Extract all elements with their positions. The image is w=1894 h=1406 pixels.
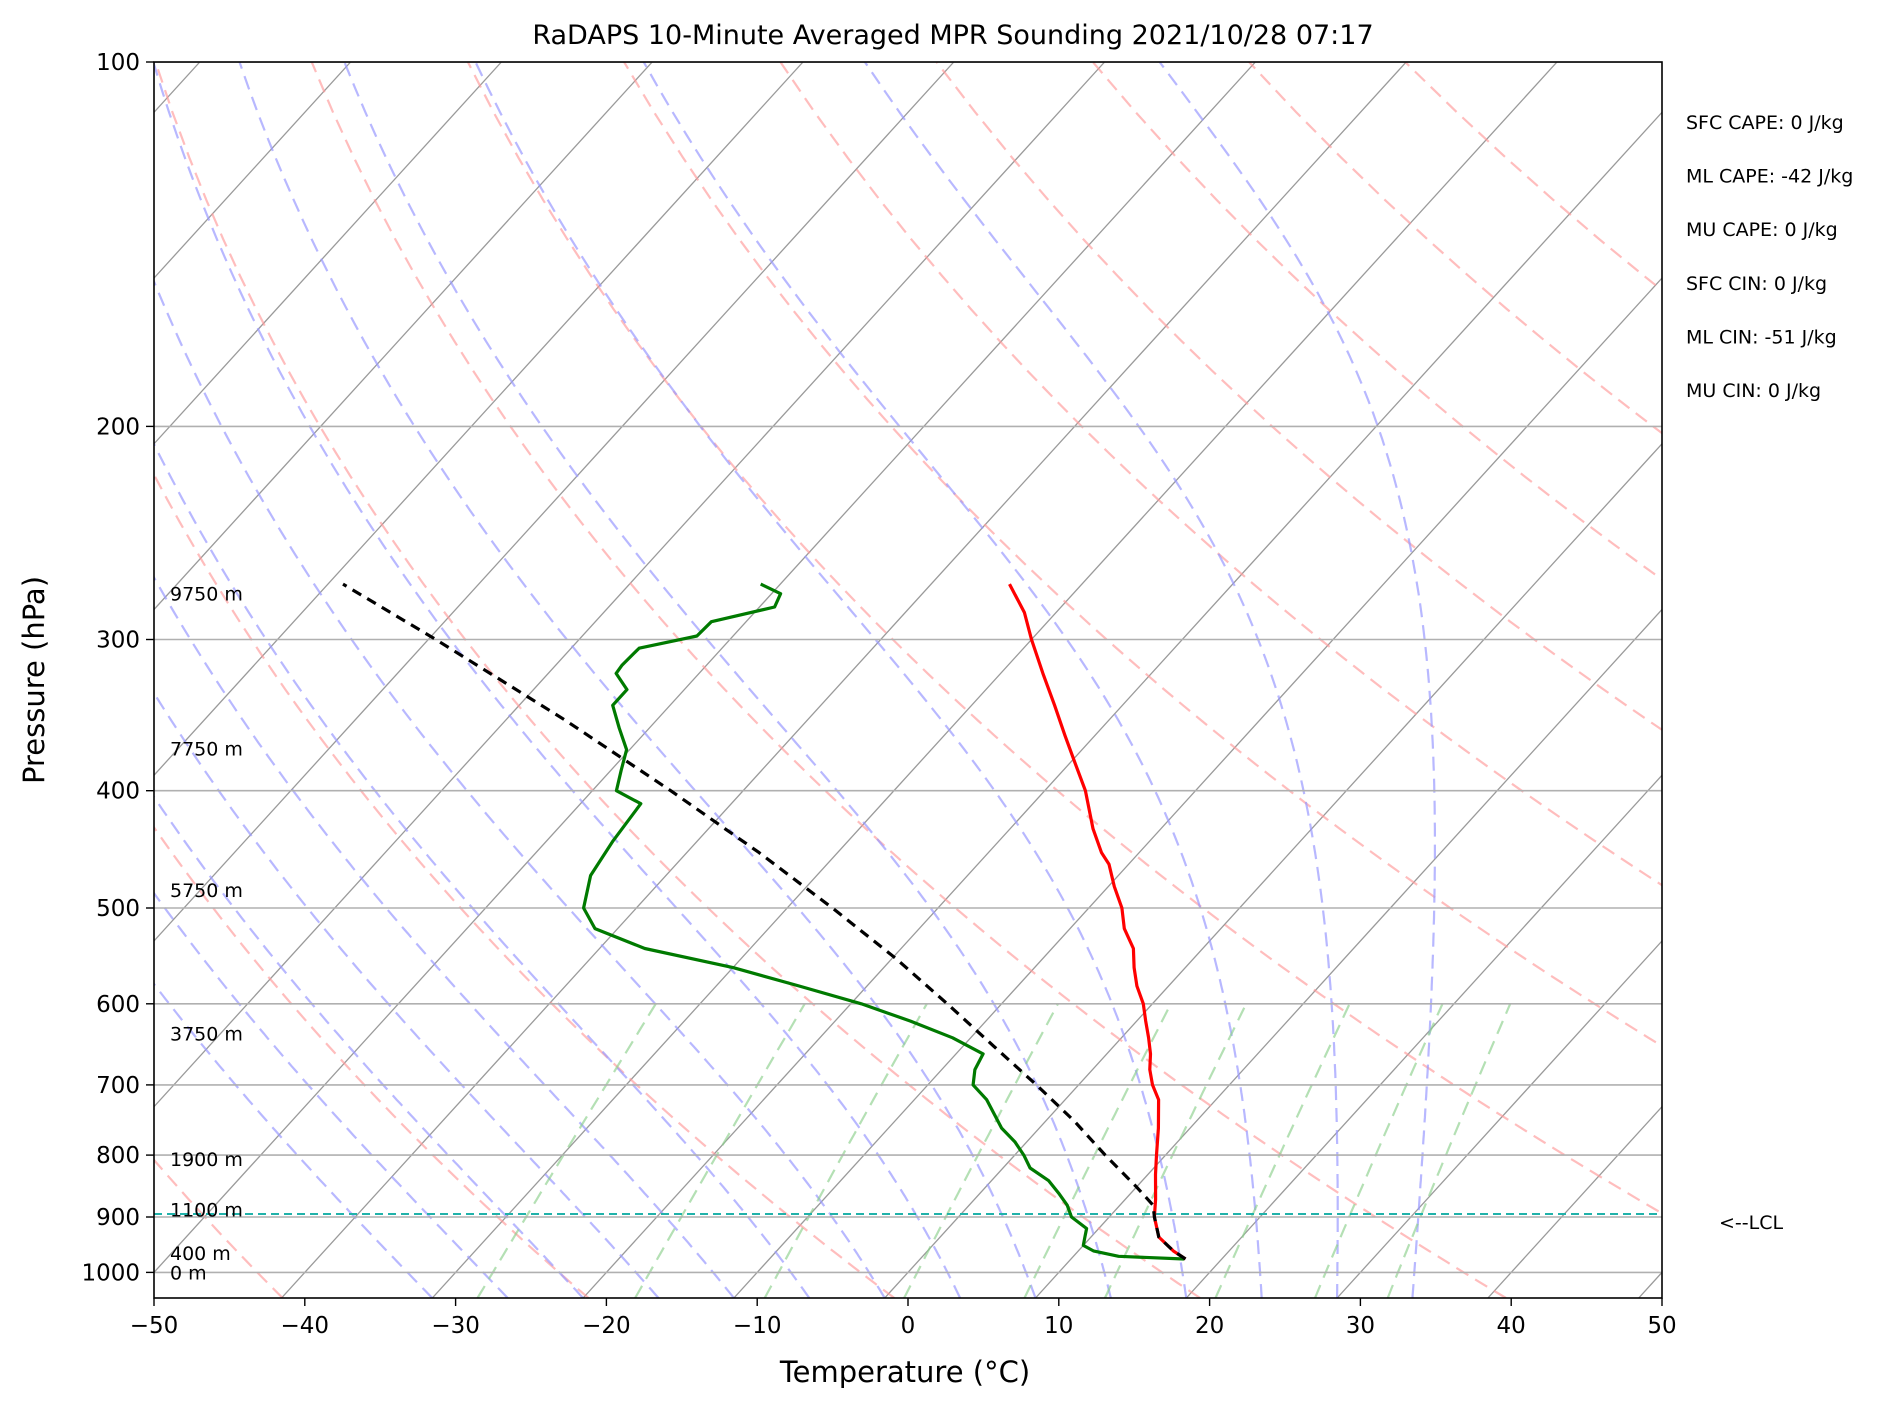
- moist-adiabat-line: [154, 441, 811, 1298]
- height-labels: 9750 m 7750 m 5750 m 3750 m 1900 m 1100 m 400 …: [170, 584, 243, 1285]
- x-tick-label: −10: [733, 1313, 782, 1339]
- y-tick-label: 300: [96, 628, 140, 654]
- temperature-series-line: [1008, 583, 1187, 1261]
- height-label: 0 m: [170, 1262, 207, 1284]
- height-label: 400 m: [170, 1243, 231, 1265]
- mixing-ratio-line: [1023, 1003, 1172, 1298]
- background-lines: [154, 62, 1662, 1298]
- moist-adiabat-line: [154, 795, 584, 1298]
- dry-adiabat-line: [154, 62, 1201, 1298]
- height-label: 7750 m: [170, 738, 243, 760]
- isotherm-line: [1336, 939, 1662, 1298]
- moist-adiabat-line: [642, 62, 1263, 1298]
- mixing-ratio-line: [1386, 1003, 1512, 1298]
- y-tick-label: 600: [96, 992, 140, 1018]
- x-tick-label: 30: [1346, 1313, 1375, 1339]
- mixing-ratio-line: [476, 1003, 657, 1298]
- height-label: 1100 m: [170, 1199, 243, 1221]
- x-axis-ticks: −50 −40 −30 −20 −10 0 10 20 30 40 50: [130, 1298, 1677, 1339]
- parcel-series-line: [342, 582, 1187, 1261]
- stability-index-label: SFC CAPE: 0 J/kg: [1686, 112, 1844, 134]
- x-tick-label: −50: [130, 1313, 179, 1339]
- isotherm-line: [431, 62, 1558, 1298]
- chart-title: RaDAPS 10-Minute Averaged MPR Sounding 2…: [532, 20, 1373, 51]
- mixing-ratio-line: [763, 1003, 928, 1298]
- pressure-gridlines: [154, 62, 1662, 1274]
- moist-adiabat-line: [154, 278, 886, 1298]
- moist-adiabat-line: [154, 891, 509, 1298]
- dry-adiabat-line: [154, 472, 895, 1298]
- y-tick-label: 200: [96, 414, 140, 440]
- y-tick-label: 400: [96, 779, 140, 805]
- dry-adiabat-line: [779, 62, 1662, 887]
- moist-adiabat-line: [863, 62, 1339, 1298]
- height-label: 5750 m: [170, 880, 243, 902]
- isotherm-line: [154, 62, 502, 445]
- sounding-series: [342, 582, 1187, 1261]
- y-tick-label: 500: [96, 896, 140, 922]
- mixing-ratio-line: [1313, 1003, 1444, 1298]
- isotherm-line: [154, 62, 1106, 1108]
- height-label: 3750 m: [170, 1024, 243, 1046]
- x-tick-label: 10: [1044, 1313, 1073, 1339]
- dry-adiabat-line: [310, 62, 1507, 1298]
- moist-adiabat-line: [154, 575, 735, 1298]
- mixing-ratio-line: [1214, 1003, 1351, 1298]
- x-tick-label: 20: [1195, 1313, 1224, 1339]
- mixing-ratio-line: [1103, 1003, 1248, 1298]
- y-tick-label: 100: [96, 50, 140, 76]
- isotherm-line: [733, 277, 1662, 1298]
- dry-adiabat-line: [154, 825, 590, 1298]
- y-tick-label: 800: [96, 1143, 140, 1169]
- isotherm-line: [154, 62, 653, 611]
- isotherm-line: [154, 62, 804, 777]
- y-tick-label: 1000: [81, 1260, 140, 1286]
- mixing-ratio-line: [903, 1003, 1059, 1298]
- x-axis-label: Temperature (°C): [779, 1355, 1030, 1389]
- y-axis-label: Pressure (hPa): [17, 576, 51, 784]
- isotherm-line: [154, 62, 1256, 1274]
- y-tick-label: 700: [96, 1073, 140, 1099]
- moist-adiabat-line: [238, 62, 1037, 1298]
- x-tick-label: −30: [431, 1313, 480, 1339]
- isotherm-line: [154, 62, 352, 280]
- dry-adiabat-line: [466, 62, 1662, 1215]
- dry-adiabat-line: [935, 62, 1662, 732]
- moist-adiabat-line: [343, 62, 1112, 1298]
- height-label: 1900 m: [170, 1149, 243, 1171]
- mixing-ratio-line: [634, 1003, 806, 1298]
- stability-index-label: ML CIN: -51 J/kg: [1686, 326, 1837, 348]
- dry-adiabat-line: [154, 1158, 284, 1298]
- isotherm-line: [1035, 608, 1662, 1298]
- isotherm-line: [582, 111, 1662, 1298]
- dewpoint-series-line: [582, 582, 1185, 1261]
- height-label: 9750 m: [170, 584, 243, 606]
- stability-indices: SFC CAPE: 0 J/kg ML CAPE: -42 J/kg MU CAPE…: [1686, 112, 1853, 402]
- isotherm-line: [281, 62, 1407, 1298]
- isotherm-line: [884, 442, 1662, 1298]
- x-tick-label: −40: [281, 1313, 330, 1339]
- stability-index-label: MU CAPE: 0 J/kg: [1686, 219, 1838, 241]
- y-tick-label: 900: [96, 1205, 140, 1231]
- x-tick-label: 0: [901, 1313, 916, 1339]
- moist-adiabat-line: [474, 62, 1188, 1298]
- dry-adiabat-line: [623, 62, 1662, 1048]
- lcl-line: <--LCL: [154, 1212, 1783, 1234]
- x-tick-label: 40: [1497, 1313, 1526, 1339]
- y-axis-ticks: 100 200 300 400 500 600 700 800 900 1000: [81, 50, 154, 1286]
- dry-adiabat-line: [1091, 62, 1662, 581]
- moist-adiabat-line: [154, 982, 434, 1298]
- isotherm-line: [154, 62, 955, 942]
- stability-index-label: SFC CIN: 0 J/kg: [1686, 273, 1827, 295]
- moist-adiabat-line: [1158, 62, 1436, 1298]
- x-tick-label: 50: [1647, 1313, 1676, 1339]
- isotherm-line: [1185, 774, 1662, 1298]
- x-tick-label: −20: [582, 1313, 631, 1339]
- moist-adiabat-line: [154, 62, 962, 1298]
- stability-index-label: MU CIN: 0 J/kg: [1686, 380, 1821, 402]
- lcl-label: <--LCL: [1719, 1212, 1783, 1234]
- moist-adiabat-line: [154, 691, 660, 1298]
- stability-index-label: ML CAPE: -42 J/kg: [1686, 166, 1853, 188]
